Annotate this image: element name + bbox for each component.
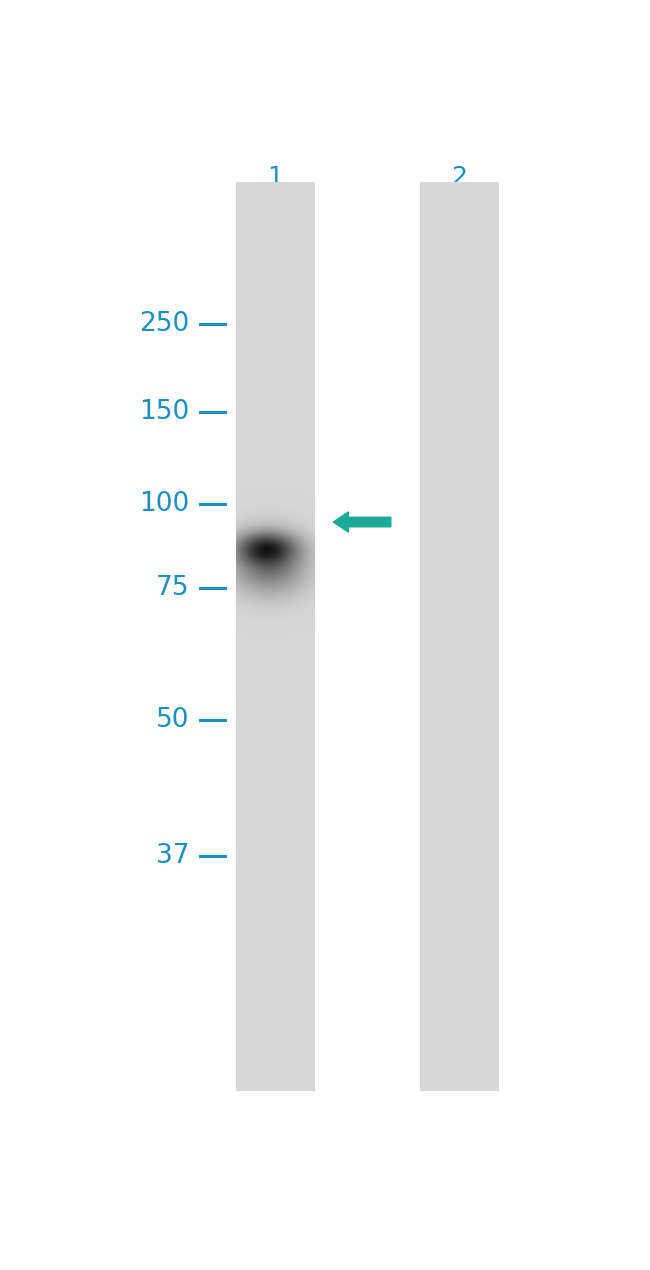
Text: 75: 75 <box>156 574 190 601</box>
Text: 250: 250 <box>139 311 190 337</box>
Text: 1: 1 <box>267 165 283 189</box>
Text: 100: 100 <box>139 491 190 517</box>
Text: 150: 150 <box>139 399 190 424</box>
Text: 37: 37 <box>156 843 190 870</box>
Text: 50: 50 <box>156 706 190 733</box>
Text: 2: 2 <box>451 165 467 189</box>
